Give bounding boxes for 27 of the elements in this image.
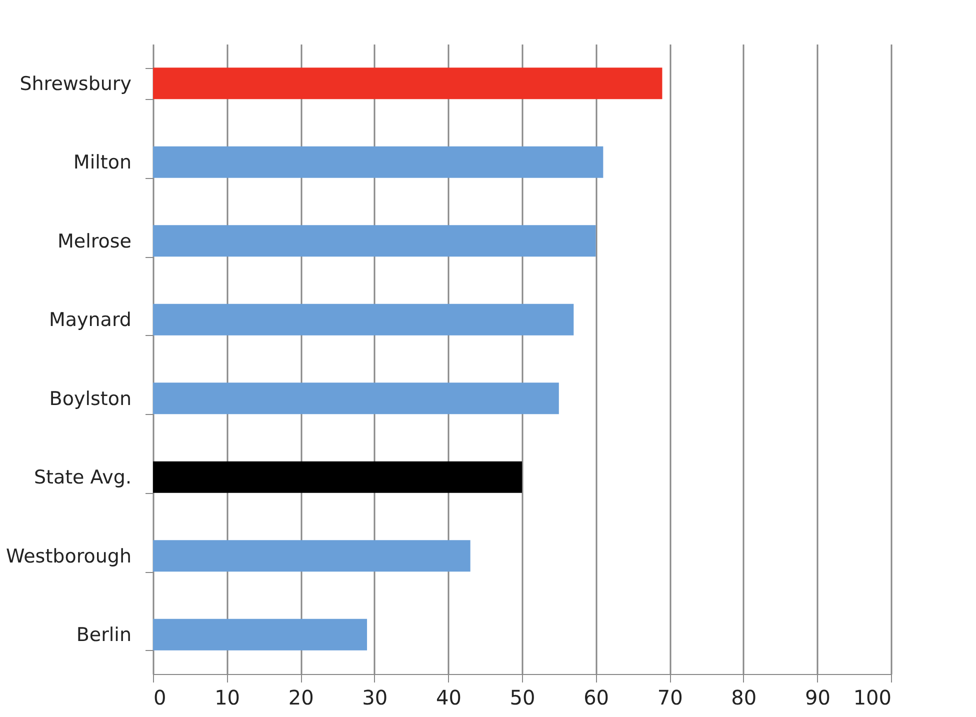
y-tick-label: Shrewsbury	[20, 72, 132, 95]
bar	[153, 146, 604, 178]
x-tick-label: 70	[657, 686, 683, 710]
x-tick-label: 80	[731, 686, 757, 710]
bar	[153, 540, 470, 572]
y-tick-label: Melrose	[58, 230, 132, 252]
bar	[153, 382, 559, 414]
bar	[153, 461, 522, 493]
y-tick-label: Westborough	[6, 545, 132, 568]
y-tick-label: State Avg.	[34, 466, 132, 489]
bar	[153, 618, 368, 650]
x-tick-label: 40	[436, 686, 462, 710]
bar	[153, 304, 574, 336]
bar	[153, 225, 596, 257]
y-tick-label: Milton	[73, 152, 132, 174]
y-tick-label: Boylston	[49, 388, 132, 410]
x-tick-label: 100	[853, 686, 892, 710]
x-tick-label: 20	[288, 686, 314, 710]
x-tick-label: 90	[804, 686, 830, 710]
x-tick-label: 30	[362, 686, 388, 710]
x-tick-label: 50	[510, 686, 536, 710]
y-tick-label: Berlin	[76, 624, 132, 646]
x-tick-label: 10	[214, 686, 240, 710]
x-tick-label: 60	[584, 686, 610, 710]
x-tick-label: 0	[154, 686, 166, 710]
bar	[153, 68, 662, 100]
y-tick-label: Maynard	[48, 309, 132, 332]
